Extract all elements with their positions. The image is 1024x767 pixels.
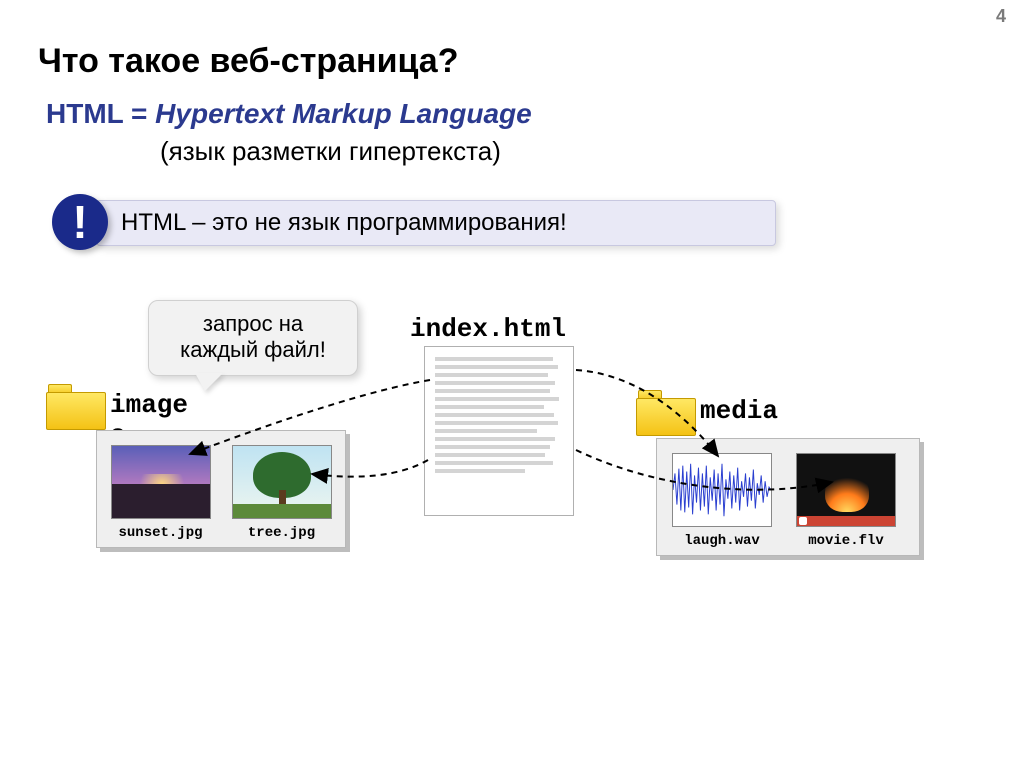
speech-bubble: запрос на каждый файл!: [148, 300, 358, 376]
html-expansion-text: Hypertext Markup Language: [155, 98, 532, 129]
index-file-label: index.html: [410, 314, 566, 344]
file-thumb: laugh.wav: [669, 453, 775, 549]
html-label: HTML: [46, 98, 123, 129]
media-folder-label: media: [700, 396, 778, 426]
slide-title: Что такое веб-страница?: [38, 42, 458, 81]
images-folder-contents: sunset.jpg tree.jpg: [96, 430, 346, 548]
file-name: laugh.wav: [684, 533, 760, 549]
callout-note: HTML – это не язык программирования!: [96, 200, 776, 246]
folder-icon: [46, 382, 106, 430]
file-thumb: tree.jpg: [230, 445, 333, 541]
media-folder-contents: laugh.wav movie.flv: [656, 438, 920, 556]
speech-line1: запрос на: [163, 311, 343, 337]
file-thumb: movie.flv: [793, 453, 899, 549]
index-file-icon: [424, 346, 574, 516]
subtitle-translation: (язык разметки гипертекста): [160, 136, 501, 167]
file-name: movie.flv: [808, 533, 884, 549]
speech-line2: каждый файл!: [163, 337, 343, 363]
exclamation-icon: !: [52, 194, 108, 250]
equals-sign: =: [123, 98, 155, 129]
file-name: tree.jpg: [248, 525, 315, 541]
images-folder-label: image: [110, 390, 188, 420]
file-thumb: sunset.jpg: [109, 445, 212, 541]
sunset-image-icon: [111, 445, 211, 519]
video-fire-icon: [796, 453, 896, 527]
subtitle-html-expansion: HTML = Hypertext Markup Language: [46, 98, 532, 130]
file-name: sunset.jpg: [118, 525, 202, 541]
folder-icon: [636, 388, 696, 436]
audio-wave-icon: [672, 453, 772, 527]
page-number: 4: [996, 6, 1006, 27]
tree-image-icon: [232, 445, 332, 519]
